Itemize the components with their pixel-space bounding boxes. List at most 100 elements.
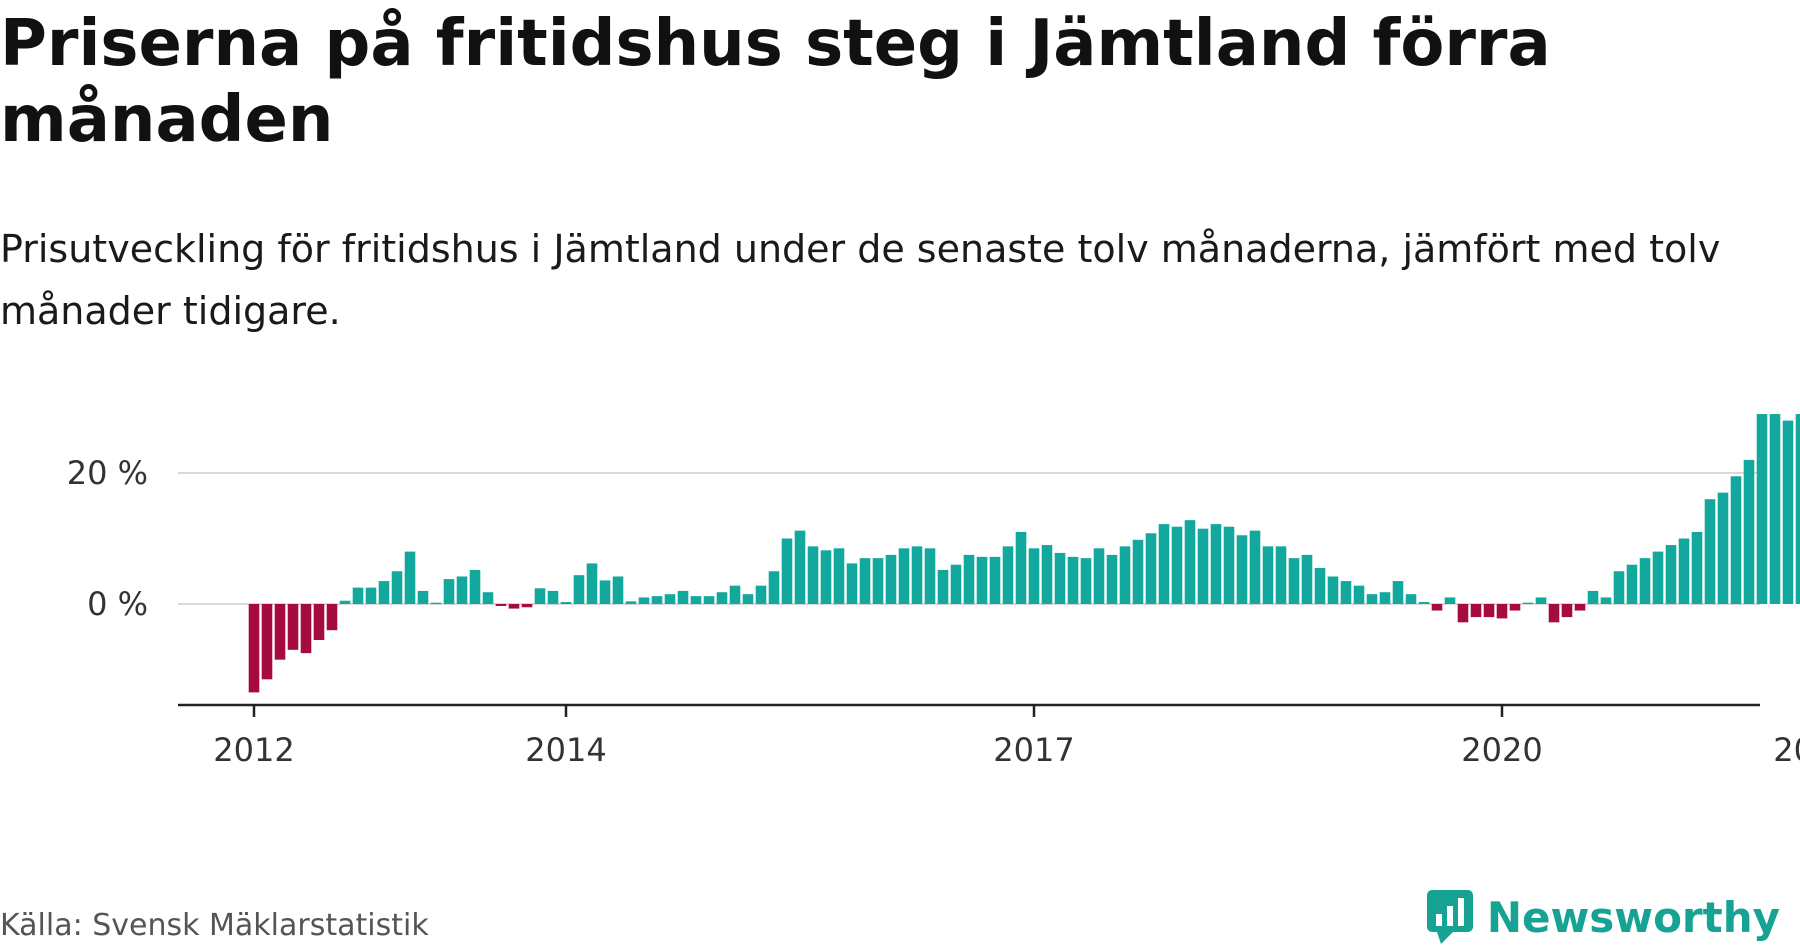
bar — [1080, 558, 1092, 604]
bar — [1301, 554, 1313, 605]
x-tick-label: 2012 — [213, 731, 294, 769]
bar — [716, 592, 728, 604]
x-tick-label: 2022 — [1773, 731, 1800, 769]
bar — [833, 548, 845, 604]
bar — [1613, 571, 1625, 604]
bar — [300, 604, 312, 654]
bar — [924, 548, 936, 604]
bar — [1600, 597, 1612, 604]
bar — [1145, 533, 1157, 604]
bar — [469, 569, 481, 604]
bar — [1353, 585, 1365, 604]
bar — [1236, 535, 1248, 604]
bar — [989, 556, 1001, 604]
bar — [1548, 604, 1560, 623]
bar — [1418, 602, 1430, 604]
bar — [1756, 414, 1768, 604]
bar — [365, 587, 377, 605]
bar — [1535, 597, 1547, 604]
bar — [794, 530, 806, 604]
bar — [1561, 604, 1573, 618]
source-note: Källa: Svensk Mäklarstatistik — [0, 908, 429, 943]
bar — [1652, 551, 1664, 604]
bar — [1119, 546, 1131, 604]
bar — [261, 604, 273, 680]
bar — [612, 576, 624, 604]
bar-chart-speech-bubble-icon — [1426, 890, 1473, 944]
bar — [352, 587, 364, 605]
bar — [911, 546, 923, 604]
bar — [807, 546, 819, 604]
bar — [1431, 604, 1443, 611]
bar — [1015, 531, 1027, 604]
bar — [1041, 545, 1053, 604]
bar — [885, 554, 897, 605]
bar — [625, 601, 637, 604]
bar — [1093, 548, 1105, 604]
bar — [1184, 520, 1196, 604]
bar — [404, 551, 416, 604]
bar — [1522, 602, 1534, 604]
bar — [1002, 546, 1014, 604]
bar — [820, 550, 832, 604]
bar — [1470, 604, 1482, 618]
brand-name: Newsworthy — [1486, 892, 1780, 942]
bar — [768, 571, 780, 604]
bar — [651, 596, 663, 604]
bar — [1223, 526, 1235, 604]
bar — [1483, 604, 1495, 618]
bar — [495, 604, 507, 606]
bar — [859, 558, 871, 604]
bar — [248, 604, 260, 693]
bar — [1249, 530, 1261, 604]
bar — [846, 563, 858, 604]
bar — [1392, 581, 1404, 604]
x-axis — [178, 703, 1760, 717]
bar — [1340, 581, 1352, 604]
bar — [1262, 546, 1274, 604]
bar — [1691, 531, 1703, 604]
chart-subtitle: Prisutveckling för fritidshus i Jämtland… — [0, 227, 1721, 333]
bar — [274, 604, 286, 660]
bar — [1028, 548, 1040, 604]
bar — [1171, 526, 1183, 604]
bar — [482, 592, 494, 604]
bar — [1509, 604, 1521, 611]
bar — [326, 604, 338, 631]
bar — [1743, 459, 1755, 604]
bar — [781, 538, 793, 604]
bar — [1275, 546, 1287, 604]
bar — [1054, 552, 1066, 604]
bar — [1106, 554, 1118, 605]
bar — [872, 558, 884, 604]
bar — [1587, 590, 1599, 604]
tick-labels: 0 %20 %201220142017202020226 % — [67, 454, 1800, 769]
bars — [248, 414, 1800, 693]
bar — [1197, 528, 1209, 604]
bar — [1795, 414, 1800, 604]
bar — [1730, 476, 1742, 604]
bar — [1496, 604, 1508, 619]
bar — [287, 604, 299, 650]
bar — [391, 571, 403, 604]
bar — [430, 602, 442, 604]
bar — [339, 600, 351, 604]
bar — [1639, 558, 1651, 604]
bar — [742, 594, 754, 604]
y-tick-label: 20 % — [67, 454, 148, 492]
bar — [1769, 414, 1781, 604]
bar — [599, 580, 611, 604]
bar — [1210, 524, 1222, 604]
bar — [573, 575, 585, 604]
bar — [1678, 538, 1690, 604]
bar — [950, 564, 962, 604]
bar — [547, 590, 559, 604]
bar — [1405, 594, 1417, 604]
bar — [703, 596, 715, 604]
bar — [1132, 539, 1144, 604]
bar — [534, 588, 546, 604]
bar — [508, 604, 520, 609]
bar — [963, 554, 975, 605]
bar — [664, 594, 676, 604]
